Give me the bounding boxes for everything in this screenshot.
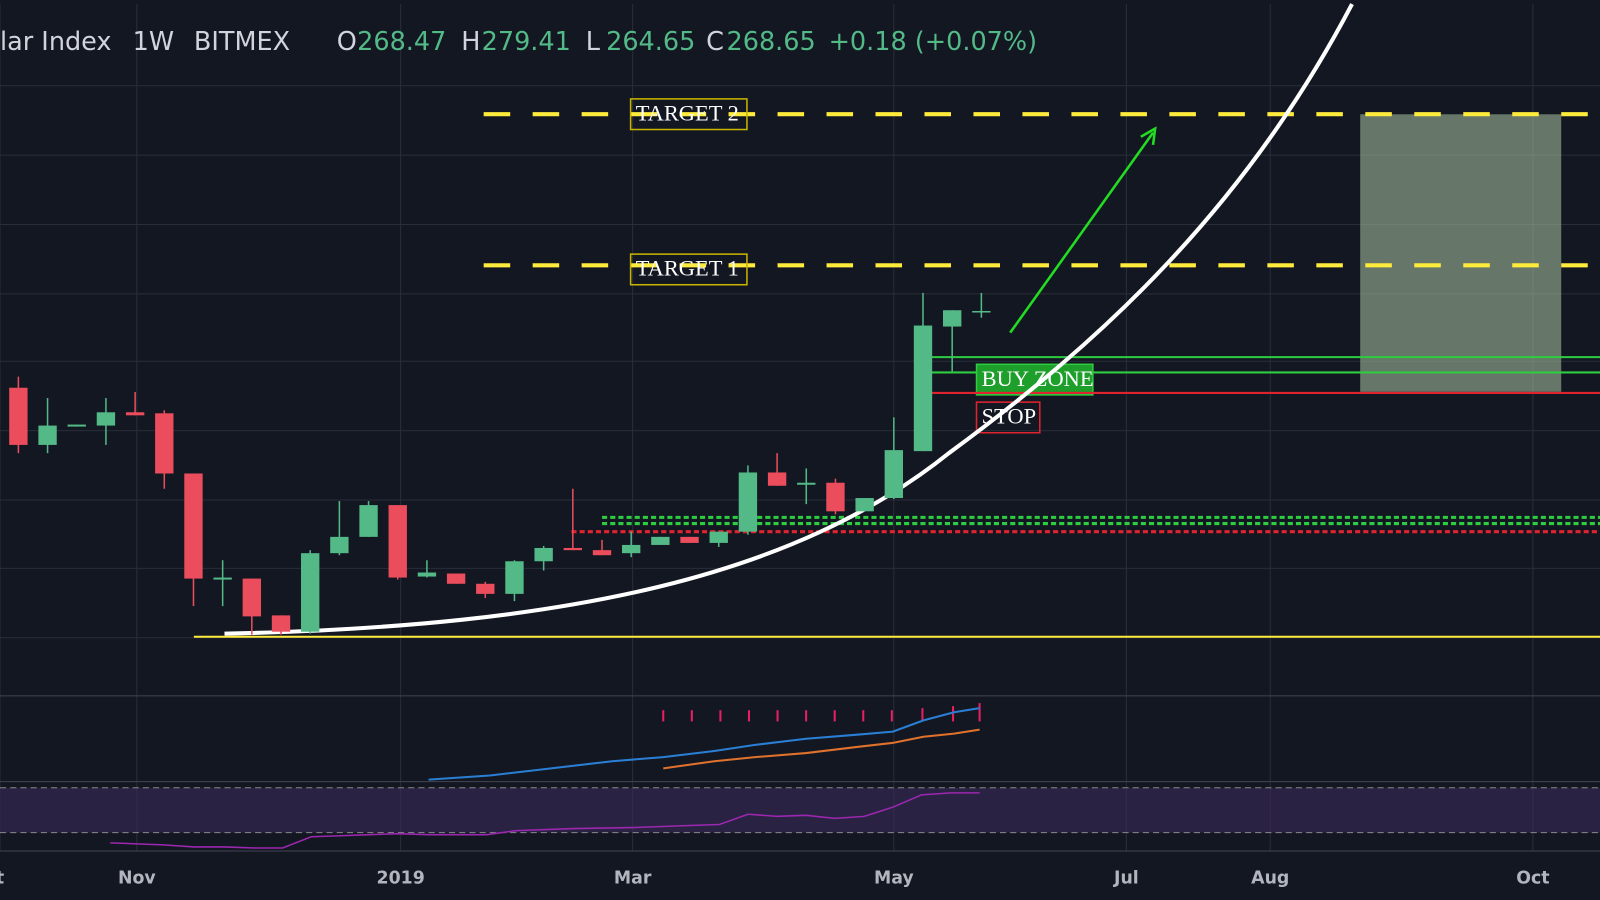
candle-body — [622, 544, 641, 554]
x-tick-label: May — [874, 869, 914, 889]
candle-body — [563, 547, 583, 551]
header: lar Index 1W BITMEX O 268.47 H 279.41 L 264.6… — [0, 27, 1037, 57]
level-label: TARGET 1 — [636, 256, 739, 281]
x-tick-label: Jul — [1113, 869, 1139, 889]
candle-body — [884, 450, 904, 499]
x-tick-label: 2019 — [377, 869, 425, 889]
candle-body — [271, 615, 291, 632]
candle-body — [388, 505, 407, 578]
level-label-box — [975, 401, 1041, 434]
ohlc-key: C — [706, 27, 724, 57]
candle-body — [738, 472, 758, 532]
candle-body — [301, 553, 320, 632]
candle-body — [913, 325, 933, 452]
x-tick-label: Aug — [1251, 869, 1289, 889]
rsi-pane — [0, 787, 1600, 849]
x-tick-label: Oct — [1516, 869, 1549, 889]
x-tick-label: t — [0, 869, 4, 889]
target-box — [1360, 114, 1562, 392]
symbol: lar Index — [0, 27, 112, 57]
candle-body — [359, 505, 378, 537]
candle-body — [184, 473, 203, 579]
arrow — [1009, 131, 1155, 334]
level-label-box — [975, 363, 1094, 396]
candle-body — [505, 561, 524, 594]
candle-body — [651, 536, 670, 545]
candle-body — [9, 387, 28, 445]
candle-body — [242, 578, 262, 617]
level-label-box — [629, 98, 748, 131]
candle-body — [534, 547, 553, 562]
candle-body — [942, 310, 962, 327]
level-label: TARGET 2 — [636, 100, 739, 125]
candle-body — [972, 310, 991, 313]
candle-body — [767, 472, 787, 486]
change: +0.18 (+0.07%) — [829, 27, 1038, 57]
ohlc-value: 268.65 — [727, 27, 816, 57]
candle-body — [797, 482, 816, 485]
candle-body — [96, 412, 116, 426]
arrow-head — [1140, 126, 1157, 146]
candle-body — [709, 531, 728, 543]
ohlc-key: H — [461, 27, 480, 57]
candle-body — [680, 536, 699, 543]
candle-body — [855, 498, 874, 512]
indicator-pane — [428, 703, 981, 781]
level-label-box — [629, 253, 748, 286]
ohlc-value: 268.47 — [357, 27, 446, 57]
ohlc-key: O — [337, 27, 357, 57]
level-label: BUY ZONE — [982, 366, 1094, 391]
interval: 1W — [133, 27, 174, 57]
candle-body — [155, 413, 174, 474]
ohlc-value: 264.65 — [606, 27, 695, 57]
candle-body — [330, 536, 349, 554]
candle-body — [417, 572, 437, 577]
curve-drawing — [224, 3, 1354, 636]
candle-body — [213, 577, 232, 580]
exchange: BITMEX — [194, 27, 290, 57]
background — [0, 4, 1600, 896]
ohlc-value: 279.41 — [482, 27, 571, 57]
candle-body — [67, 424, 86, 427]
candle-body — [476, 583, 495, 594]
candle-body — [826, 482, 845, 512]
candle-body — [446, 573, 466, 584]
candle-body — [125, 412, 145, 416]
ohlc-key: L — [586, 27, 601, 57]
candle-body — [38, 425, 57, 445]
candle-body — [592, 550, 612, 556]
x-tick-label: Nov — [118, 869, 156, 889]
x-tick-label: Mar — [614, 869, 652, 889]
